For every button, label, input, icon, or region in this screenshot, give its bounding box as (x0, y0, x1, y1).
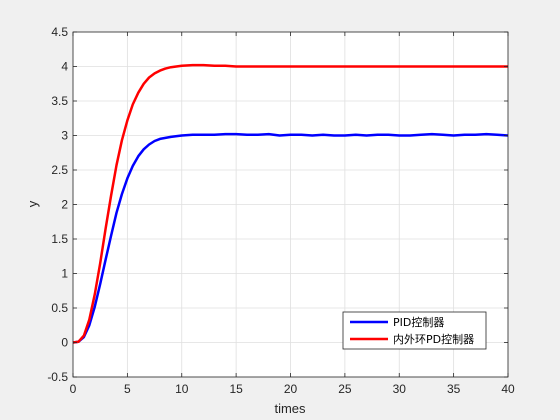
x-axis-label: times (274, 401, 306, 416)
legend-box (342, 311, 487, 350)
tick-marks (72, 31, 509, 378)
x-tick-label: 40 (501, 382, 515, 396)
series-layer (72, 63, 509, 344)
y-axis-label: y (25, 200, 40, 207)
legend-label-pid: PID控制器 (393, 315, 444, 329)
y-tick-labels: -0.5 0 0.5 1 1.5 2 2.5 3 3.5 4 4.5 (47, 25, 68, 384)
y-tick-label: -0.5 (47, 370, 68, 384)
x-tick-label: 35 (447, 382, 461, 396)
y-tick-label: 2.5 (51, 163, 68, 177)
x-tick-label: 20 (284, 382, 298, 396)
y-tick-label: 3 (61, 129, 68, 143)
y-tick-label: 0.5 (51, 301, 68, 315)
y-tick-label: 1 (61, 267, 68, 281)
x-tick-label: 15 (229, 382, 243, 396)
y-tick-label: 4.5 (51, 25, 68, 39)
y-tick-label: 4 (61, 60, 68, 74)
series-line-pid (72, 132, 509, 344)
legend-label-pd: 内外环PD控制器 (393, 332, 474, 346)
series-line-pd (72, 63, 508, 344)
x-tick-label: 25 (338, 382, 352, 396)
x-tick-label: 0 (70, 382, 77, 396)
y-tick-label: 2 (61, 198, 68, 212)
y-tick-label: 1.5 (51, 232, 68, 246)
x-tick-labels: 0 5 10 15 20 25 30 35 40 (70, 382, 515, 396)
legend: PID控制器 内外环PD控制器 (342, 311, 487, 350)
x-tick-label: 30 (393, 382, 407, 396)
x-tick-label: 10 (175, 382, 189, 396)
x-tick-label: 5 (124, 382, 131, 396)
y-tick-label: 0 (61, 336, 68, 350)
y-tick-label: 3.5 (51, 94, 68, 108)
